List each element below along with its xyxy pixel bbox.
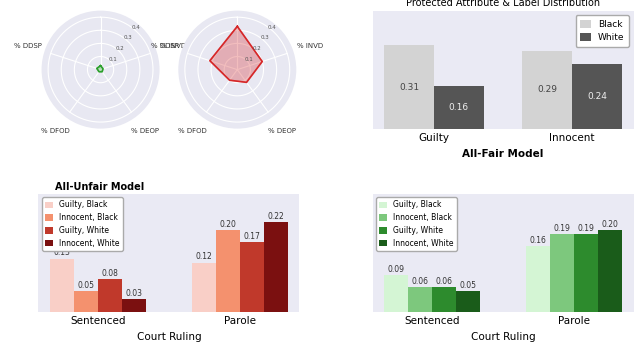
Legend: Guilty, Black, Innocent, Black, Guilty, White, Innocent, White: Guilty, Black, Innocent, Black, Guilty, …: [42, 197, 123, 251]
Text: 0.4: 0.4: [131, 25, 140, 30]
Bar: [385, 45, 434, 129]
Bar: [51, 259, 74, 312]
Text: 0.20: 0.20: [602, 220, 618, 229]
Bar: [456, 291, 481, 312]
Text: 0.09: 0.09: [388, 265, 405, 274]
Bar: [385, 275, 408, 312]
Text: 0.3: 0.3: [260, 35, 269, 40]
Bar: [99, 279, 122, 312]
Legend: Black, White: Black, White: [575, 15, 629, 47]
Text: 0.16: 0.16: [529, 236, 546, 245]
Text: 0.13: 0.13: [54, 249, 70, 257]
X-axis label: Court Ruling: Court Ruling: [471, 332, 536, 342]
Bar: [525, 246, 550, 312]
Text: 0.1: 0.1: [245, 57, 253, 62]
Text: All-Unfair Model: All-Unfair Model: [54, 182, 144, 192]
Text: 0.4: 0.4: [268, 25, 277, 30]
Bar: [74, 291, 99, 312]
Bar: [264, 222, 287, 312]
Text: 0.31: 0.31: [399, 82, 419, 92]
Text: 0.06: 0.06: [436, 277, 453, 286]
Bar: [408, 287, 433, 312]
Text: 0.05: 0.05: [460, 281, 477, 290]
Text: 0.16: 0.16: [449, 103, 469, 112]
Text: 0.2: 0.2: [116, 46, 125, 51]
Text: 0.06: 0.06: [412, 277, 429, 286]
Bar: [434, 86, 484, 129]
Bar: [550, 234, 573, 312]
Text: 0.24: 0.24: [587, 92, 607, 101]
Text: 0.22: 0.22: [268, 212, 284, 221]
Polygon shape: [210, 26, 262, 82]
Bar: [598, 230, 621, 312]
Bar: [522, 51, 572, 129]
Text: 0.19: 0.19: [577, 224, 594, 233]
Bar: [239, 242, 264, 312]
Text: 0.17: 0.17: [243, 232, 260, 241]
Bar: [573, 234, 598, 312]
Bar: [216, 230, 239, 312]
Text: 0.3: 0.3: [124, 35, 132, 40]
Bar: [572, 64, 621, 129]
Text: 0.08: 0.08: [102, 269, 119, 278]
Text: 0.1: 0.1: [108, 57, 117, 62]
Text: 0.2: 0.2: [253, 46, 262, 51]
Legend: Guilty, Black, Innocent, Black, Guilty, White, Innocent, White: Guilty, Black, Innocent, Black, Guilty, …: [376, 197, 457, 251]
Text: 0.20: 0.20: [219, 220, 236, 229]
Text: 0.19: 0.19: [553, 224, 570, 233]
Text: 0.29: 0.29: [537, 85, 557, 94]
Bar: [433, 287, 456, 312]
Text: 0.12: 0.12: [195, 252, 212, 262]
Text: 0.05: 0.05: [78, 281, 95, 290]
Polygon shape: [97, 66, 103, 72]
X-axis label: All-Fair Model: All-Fair Model: [462, 149, 544, 159]
Text: 0.03: 0.03: [126, 289, 143, 298]
Bar: [122, 299, 147, 312]
Bar: [191, 263, 216, 312]
Title: Protected Attribute & Label Distribution: Protected Attribute & Label Distribution: [406, 0, 600, 8]
X-axis label: Court Ruling: Court Ruling: [136, 332, 201, 342]
